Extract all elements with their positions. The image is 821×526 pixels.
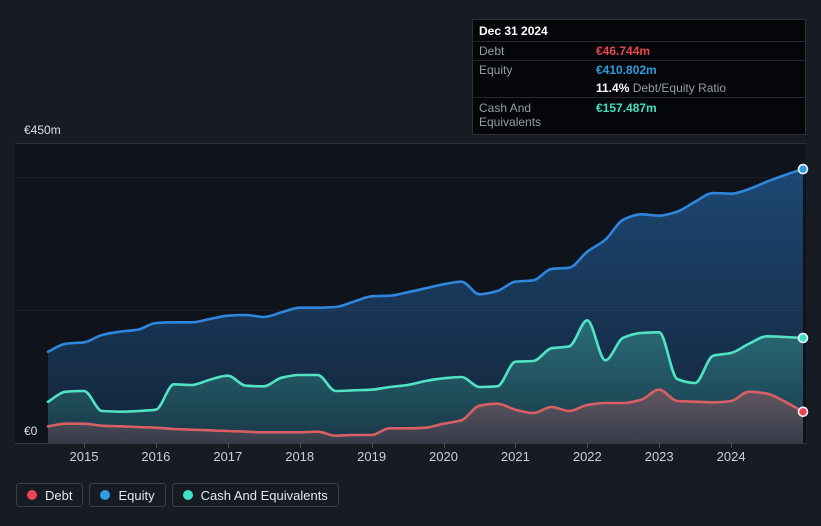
legend-item-equity[interactable]: Equity [89, 483, 165, 507]
x-label-2023: 2023 [645, 449, 674, 464]
cash-and-equivalents-legend-dot-icon [183, 490, 193, 500]
x-label-2015: 2015 [70, 449, 99, 464]
x-label-2018: 2018 [285, 449, 314, 464]
x-label-2016: 2016 [141, 449, 170, 464]
x-tick-2021 [515, 443, 516, 448]
debt-last-point-marker[interactable] [799, 407, 808, 416]
x-label-2022: 2022 [573, 449, 602, 464]
tooltip-equity-value: €410.802m [596, 63, 657, 77]
equity-last-point-marker[interactable] [799, 165, 808, 174]
tooltip-cash-label: Cash And Equivalents [479, 101, 596, 129]
tooltip-row-ratio: 11.4% Debt/Equity Ratio [473, 79, 805, 98]
tooltip-debt-value: €46.744m [596, 44, 650, 58]
debt-legend-dot-icon [27, 490, 37, 500]
tooltip-cash-value: €157.487m [596, 101, 657, 115]
legend-item-label: Cash And Equivalents [201, 488, 328, 503]
chart-legend: Debt Equity Cash And Equivalents [16, 483, 339, 507]
debt-equity-history-panel: €450m €0 2015201620172018201920202021202… [0, 0, 821, 526]
x-tick-2018 [300, 443, 301, 448]
tooltip-ratio-caption: Debt/Equity Ratio [633, 81, 726, 95]
tooltip-date: Dec 31 2024 [473, 20, 805, 42]
x-tick-2024 [731, 443, 732, 448]
x-tick-2022 [587, 443, 588, 448]
x-tick-2016 [156, 443, 157, 448]
chart-tooltip: Dec 31 2024 Debt €46.744m Equity €410.80… [472, 19, 806, 135]
x-label-2020: 2020 [429, 449, 458, 464]
tooltip-row-equity: Equity €410.802m [473, 61, 805, 79]
x-tick-2019 [372, 443, 373, 448]
x-tick-2020 [444, 443, 445, 448]
legend-item-label: Equity [118, 488, 154, 503]
tooltip-row-debt: Debt €46.744m [473, 42, 805, 61]
legend-item-cash-and-equivalents[interactable]: Cash And Equivalents [172, 483, 339, 507]
x-tick-2023 [659, 443, 660, 448]
x-tick-2017 [228, 443, 229, 448]
x-label-2021: 2021 [501, 449, 530, 464]
equity-legend-dot-icon [100, 490, 110, 500]
x-tick-2015 [84, 443, 85, 448]
cash-and-equivalents-last-point-marker[interactable] [799, 334, 808, 343]
legend-item-label: Debt [45, 488, 72, 503]
tooltip-equity-label: Equity [479, 63, 596, 77]
x-label-2024: 2024 [717, 449, 746, 464]
legend-item-debt[interactable]: Debt [16, 483, 83, 507]
x-label-2017: 2017 [213, 449, 242, 464]
tooltip-debt-label: Debt [479, 44, 596, 58]
tooltip-ratio-percent: 11.4% [596, 81, 629, 95]
tooltip-ratio-text: 11.4% Debt/Equity Ratio [596, 81, 726, 95]
tooltip-row-cash: Cash And Equivalents €157.487m [473, 98, 805, 134]
x-label-2019: 2019 [357, 449, 386, 464]
